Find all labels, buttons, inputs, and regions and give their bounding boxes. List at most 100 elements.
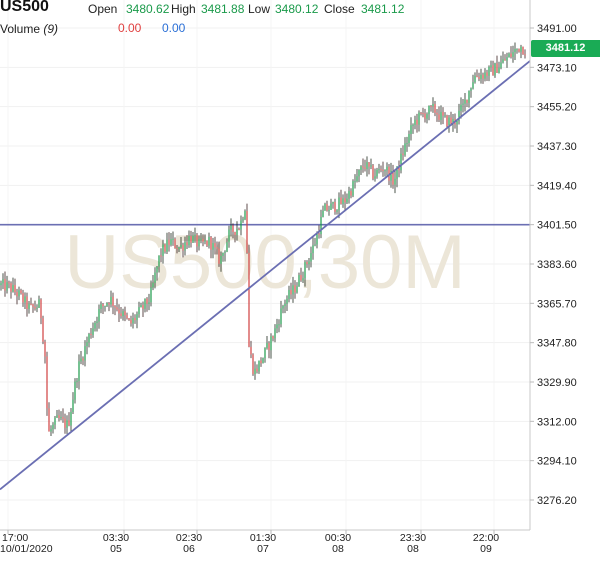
candle [78,354,80,390]
x-tick-label: 01:30 [250,532,276,544]
candle [320,209,322,239]
candle [486,69,488,82]
candle [402,145,404,161]
candle [348,186,350,204]
volume-indicator-label: Volume (9) [0,22,59,36]
candle [28,301,30,314]
x-tick-label: 03:30 [103,532,129,544]
candle [72,392,74,415]
candle [118,304,120,323]
candle [32,303,34,313]
candle [514,42,516,60]
candle [22,289,24,307]
candle [148,293,150,311]
candle [112,292,114,315]
candle [522,46,524,55]
candle [502,51,504,64]
candle [8,280,10,289]
candle [474,72,476,84]
candle [382,161,384,177]
candle [106,302,108,307]
candle [428,105,430,121]
candle [108,301,110,312]
candle [372,163,374,181]
candle [352,179,354,198]
candle [508,52,510,58]
candle [472,74,474,90]
candle [414,115,416,130]
candle [20,288,22,295]
candle [354,174,356,189]
candle [136,311,138,329]
candle [64,413,66,434]
candle [370,158,372,170]
y-tick-label: 3401.50 [537,220,577,232]
candle [278,319,280,333]
candle [6,275,8,294]
candle [306,260,308,268]
candle [410,117,412,141]
candle [156,265,158,281]
x-tick-date: 10/01/2020 [0,543,53,555]
candle [368,162,370,175]
y-tick-label: 3294.10 [537,456,577,468]
candle [116,298,118,312]
candle [380,165,382,173]
candle [100,301,102,314]
candle [512,45,514,63]
y-tick-label: 3455.20 [537,102,577,114]
x-tick-label: 17:00 [2,532,28,544]
candle [340,189,342,205]
candle [74,378,76,404]
candle [86,336,88,355]
candle [314,237,316,247]
candle [222,252,224,262]
trendline[interactable] [0,60,531,491]
candle [192,232,194,244]
candle [88,332,90,348]
candle [310,246,312,268]
candle [238,227,240,231]
candle [158,255,160,273]
candle [208,232,210,249]
candle [258,360,260,374]
candle [404,137,406,157]
candle [62,408,64,423]
candle [232,223,234,239]
candle [392,164,394,189]
candle [408,130,410,147]
x-tick-label: 22:00 [473,532,499,544]
candle [376,167,378,179]
candle [322,205,324,218]
candle [170,233,172,247]
candle [464,92,466,112]
candle [498,61,500,74]
volume-value-b: 0.00 [162,21,186,35]
candle [48,402,50,432]
candle [176,245,178,254]
candle [298,272,300,287]
candle [224,250,226,262]
candle [492,60,494,76]
high-label: High [171,2,196,16]
candle [364,159,366,172]
candle [494,62,496,78]
candle [268,341,270,359]
candle [44,339,46,364]
candle [84,340,86,367]
candle [444,112,446,118]
candle [182,242,184,258]
candle [448,114,450,133]
candle [246,203,248,254]
y-axis: 3491.00 3473.10 3455.20 3437.30 3419.40 3401.… [530,23,577,507]
candle [50,425,52,436]
candle [38,295,40,308]
candle [350,188,352,199]
candle [440,105,442,125]
y-tick-label: 3329.90 [537,377,577,389]
candle [256,364,258,374]
candle [66,415,68,434]
candle [184,236,186,256]
